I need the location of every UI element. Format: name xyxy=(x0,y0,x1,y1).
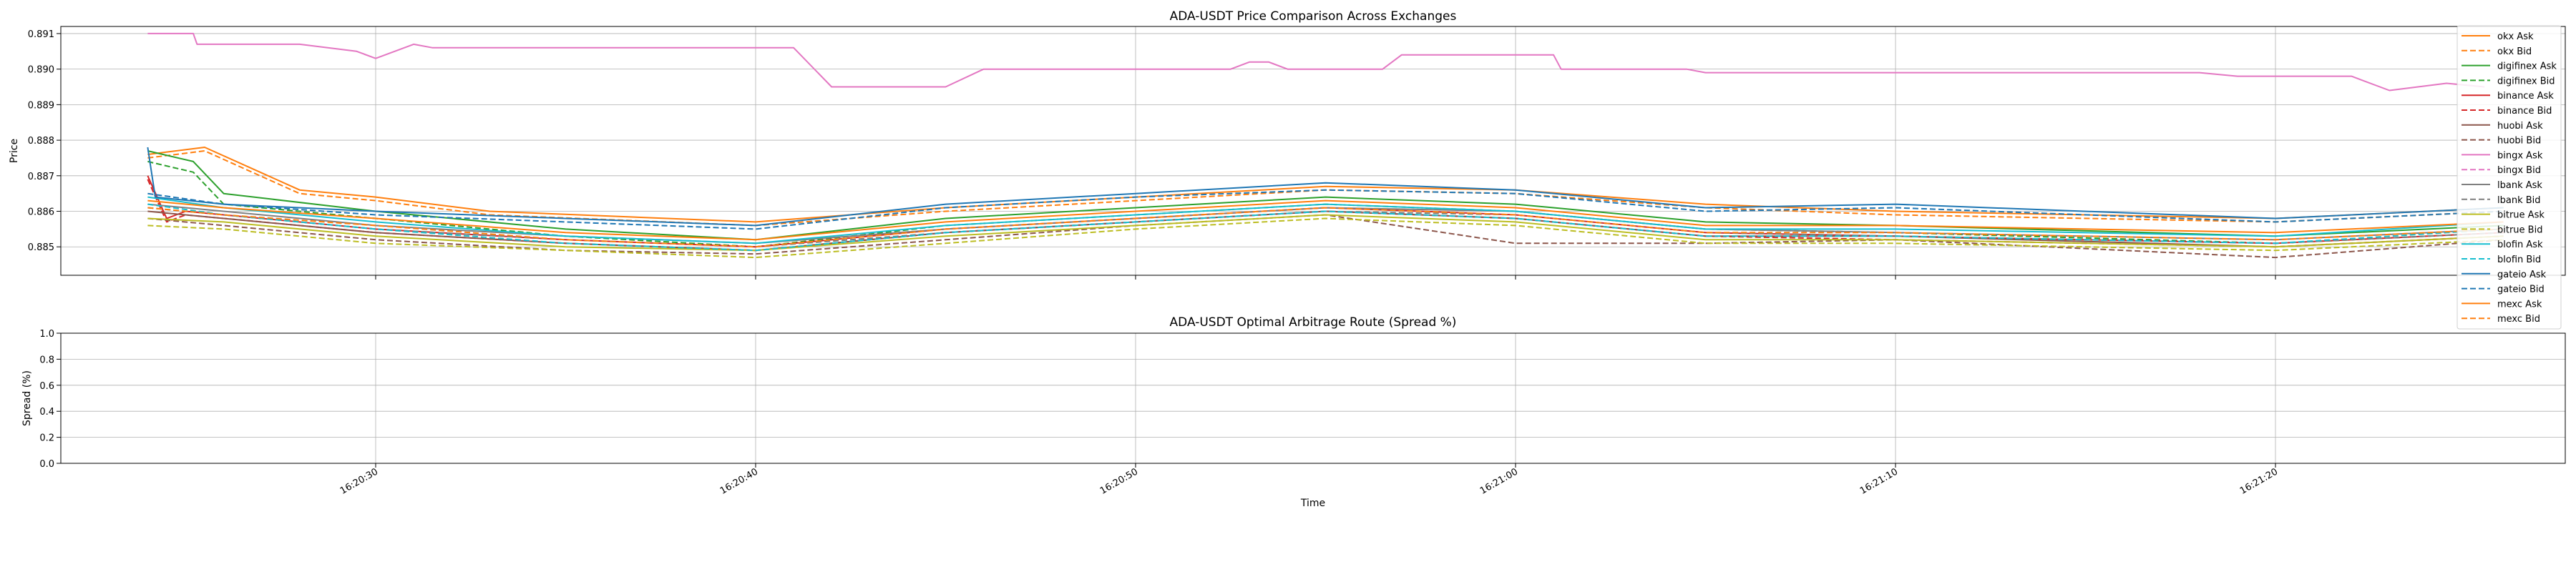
spread-chart-y-ticks: 0.0 0.2 0.4 0.6 0.8 1.0 xyxy=(39,329,61,470)
price-chart-y-tick-label: 0.888 xyxy=(28,136,54,147)
spread-chart-y-tick-label: 1.0 xyxy=(39,329,54,340)
legend-label: okx Ask xyxy=(2497,31,2534,42)
spread-chart: ADA-USDT Optimal Arbitrage Route (Spread… xyxy=(21,315,2566,509)
legend-label: huobi Ask xyxy=(2497,121,2543,132)
legend-box xyxy=(2457,25,2562,330)
legend-label: mexc Ask xyxy=(2497,299,2542,310)
series-line-gateio-bid xyxy=(147,189,2504,230)
spread-chart-y-tick-label: 0.4 xyxy=(39,407,54,418)
price-chart-series xyxy=(147,32,2504,259)
price-chart-y-tick-label: 0.886 xyxy=(28,207,54,218)
legend-label: digifinex Ask xyxy=(2497,61,2557,72)
series-line-mexc-ask xyxy=(147,199,2504,241)
price-chart-y-tick-label: 0.890 xyxy=(28,65,54,76)
spread-chart-x-tick-label: 16:20:50 xyxy=(1098,466,1140,496)
legend-label: gateio Ask xyxy=(2497,270,2547,280)
spread-chart-x-ticks: 16:20:30 16:20:40 16:20:50 16:21:00 16:21:10… xyxy=(338,463,2280,497)
series-line-mexc-bid xyxy=(147,207,2504,248)
spread-chart-title: ADA-USDT Optimal Arbitrage Route (Spread… xyxy=(1170,315,1457,330)
legend-label: bingx Bid xyxy=(2497,165,2541,176)
spread-chart-y-tick-label: 0.0 xyxy=(39,459,54,470)
legend-label: digifinex Bid xyxy=(2497,76,2555,87)
spread-chart-y-tick-label: 0.2 xyxy=(39,433,54,444)
legend-label: huobi Bid xyxy=(2497,136,2541,147)
price-chart-y-tick-label: 0.889 xyxy=(28,100,54,111)
legend-label: lbank Ask xyxy=(2497,180,2542,191)
spread-chart-y-tick-label: 0.8 xyxy=(39,355,54,365)
price-chart-frame xyxy=(60,26,2566,276)
series-line-okx-bid xyxy=(147,150,2504,227)
spread-chart-x-tick-label: 16:21:10 xyxy=(1858,466,1900,496)
price-chart-y-ticks: 0.885 0.886 0.887 0.888 0.889 0.890 0.891 xyxy=(28,29,61,253)
legend-label: okx Bid xyxy=(2497,46,2532,57)
legend-label: gateio Bid xyxy=(2497,285,2545,295)
spread-chart-x-label: Time xyxy=(1300,498,1325,509)
legend-label: bitrue Ask xyxy=(2497,210,2545,221)
legend-label: blofin Bid xyxy=(2497,255,2541,265)
spread-chart-y-tick-label: 0.6 xyxy=(39,381,54,392)
spread-chart-y-label: Spread (%) xyxy=(21,370,33,426)
legend-label: binance Bid xyxy=(2497,106,2552,117)
legend-label: lbank Bid xyxy=(2497,195,2541,206)
series-line-bitrue-ask xyxy=(147,214,2504,252)
price-chart-legend: okx Ask okx Bid digifinex Ask digifinex Bid… xyxy=(2457,25,2562,330)
legend-label: blofin Ask xyxy=(2497,240,2543,250)
spread-chart-grid xyxy=(61,332,2565,464)
series-line-bingx-ask xyxy=(147,32,2485,92)
spread-chart-x-tick-label: 16:20:30 xyxy=(338,466,380,496)
spread-chart-x-tick-label: 16:20:40 xyxy=(718,466,760,496)
series-line-blofin-ask xyxy=(147,196,2504,245)
series-line-bitrue-bid xyxy=(147,217,2504,259)
series-line-blofin-bid xyxy=(147,203,2504,252)
price-chart-y-tick-label: 0.891 xyxy=(28,29,54,40)
legend-label: binance Ask xyxy=(2497,91,2554,102)
legend-label: bingx Ask xyxy=(2497,150,2543,161)
series-line-gateio-ask xyxy=(147,147,2504,227)
price-chart-y-tick-label: 0.887 xyxy=(28,172,54,182)
price-chart-y-label: Price xyxy=(9,139,20,163)
price-chart: ADA-USDT Price Comparison Across Exchang… xyxy=(9,9,2566,330)
price-chart-title: ADA-USDT Price Comparison Across Exchang… xyxy=(1170,9,1457,24)
legend-label: mexc Bid xyxy=(2497,314,2540,325)
legend-label: bitrue Bid xyxy=(2497,225,2542,235)
price-chart-x-ticks xyxy=(375,275,2276,280)
series-line-digifinex-ask xyxy=(147,150,2504,241)
price-chart-y-tick-label: 0.885 xyxy=(28,242,54,253)
spread-chart-x-tick-label: 16:21:20 xyxy=(2238,466,2280,496)
spread-chart-frame xyxy=(60,332,2566,464)
spread-chart-x-tick-label: 16:21:00 xyxy=(1478,466,1520,496)
